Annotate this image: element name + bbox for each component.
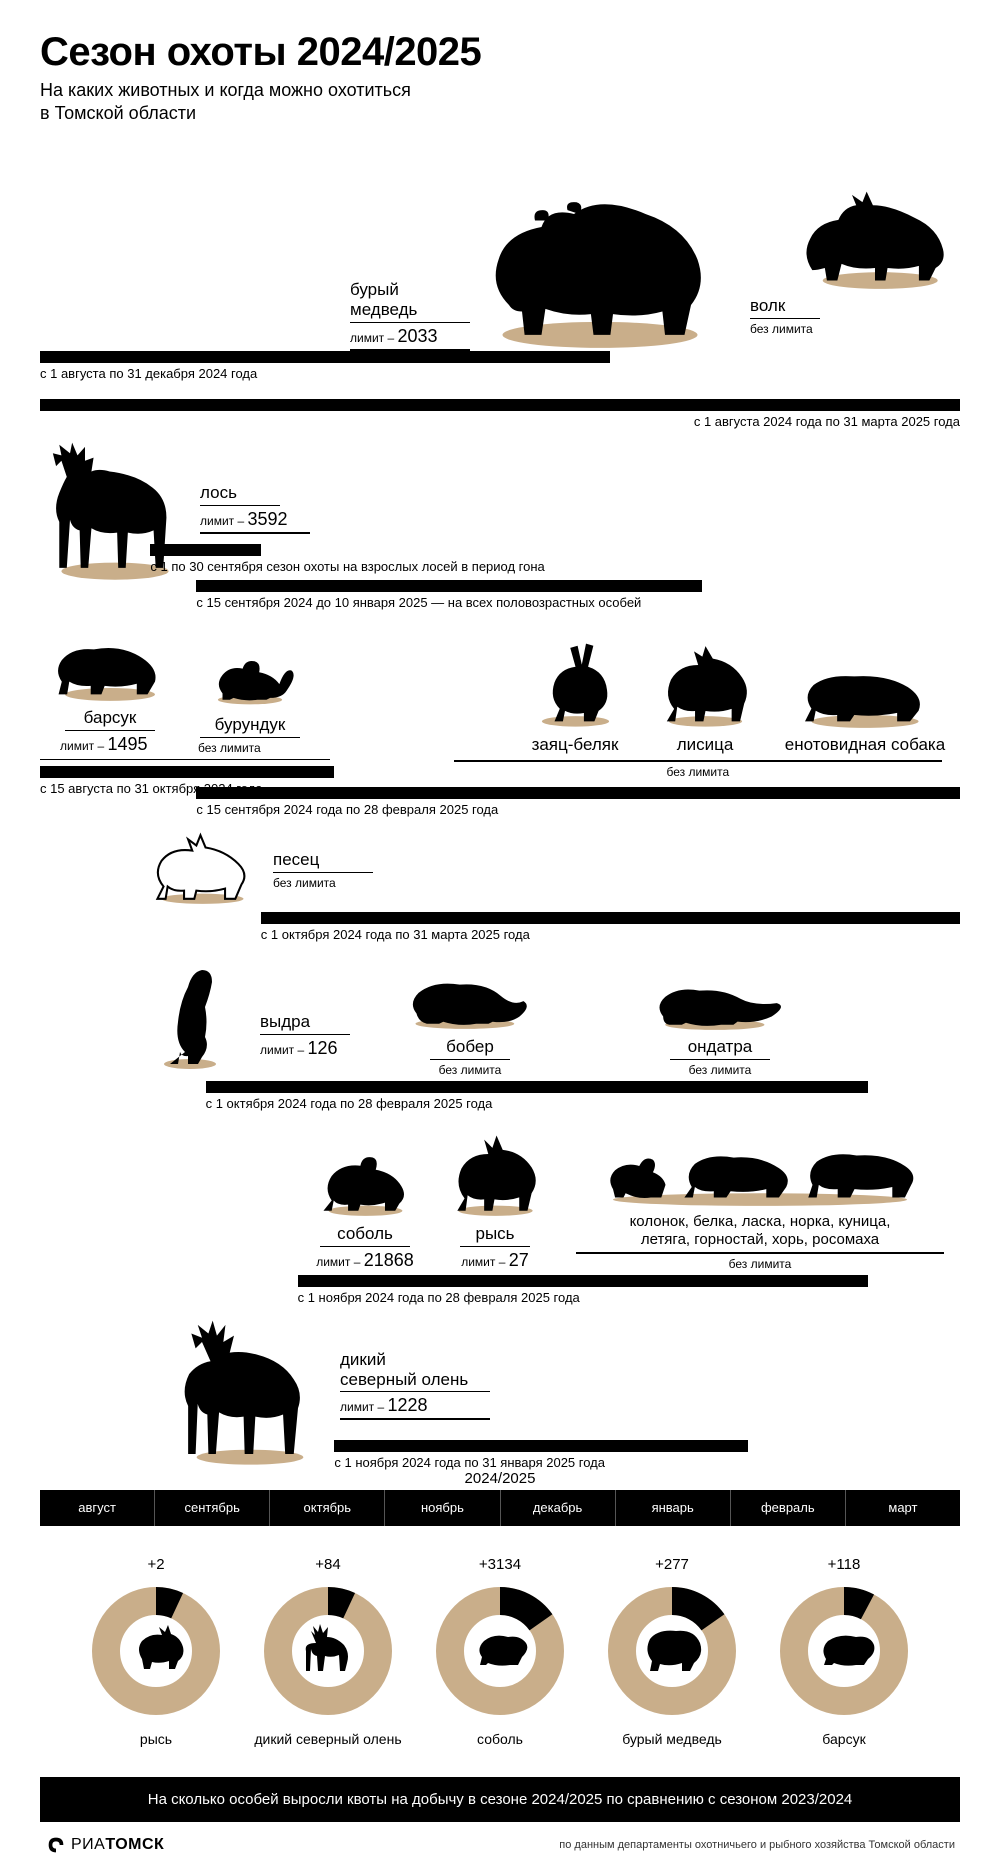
month-cell: декабрь xyxy=(501,1490,616,1526)
row-bear-wolf: бурый медведь лимит – 2033 волк xyxy=(40,116,960,351)
page-title: Сезон охоты 2024/2025 xyxy=(40,30,960,75)
donut-chart-icon xyxy=(600,1579,744,1723)
beaver-icon xyxy=(395,960,545,1032)
arctic-fox-icon xyxy=(140,825,265,907)
sable-group-timeline xyxy=(298,1275,868,1287)
hare-group-timeline xyxy=(196,787,960,799)
arctic-fox-timeline xyxy=(261,912,960,924)
mustelids-icon xyxy=(590,1124,930,1208)
donut-item: +84 дикий северный олень xyxy=(248,1556,408,1747)
wolf-period: с 1 августа 2024 года по 31 марта 2025 г… xyxy=(40,414,960,429)
donut-label: бурый медведь xyxy=(592,1731,752,1747)
donut-chart-icon xyxy=(428,1579,572,1723)
month-cell: февраль xyxy=(731,1490,846,1526)
donut-delta: +2 xyxy=(76,1556,236,1573)
bear-timeline xyxy=(40,351,610,363)
badger-icon xyxy=(45,628,175,703)
row-sable-group: соболь лимит – 21868 рысь лимит – 27 xyxy=(40,1121,960,1271)
lynx-icon xyxy=(438,1121,553,1219)
otter-icon xyxy=(150,952,230,1072)
wolf-block: волк без лимита xyxy=(750,116,960,351)
row-arctic-fox: песец без лимита xyxy=(40,825,960,912)
month-cell: август xyxy=(40,1490,155,1526)
moose-period1: с 1 по 30 сентября сезон охоты на взросл… xyxy=(150,559,960,574)
wolf-timeline xyxy=(40,399,960,411)
otter-group-period: с 1 октября 2024 года по 28 февраля 2025… xyxy=(206,1096,960,1111)
moose-timeline2 xyxy=(196,580,702,592)
donut-chart-icon xyxy=(772,1579,916,1723)
chipmunk-icon xyxy=(195,640,305,710)
moose-timeline1 xyxy=(150,544,260,556)
reindeer-period: с 1 ноября 2024 года по 31 января 2025 г… xyxy=(334,1455,960,1470)
footer-band: На сколько особей выросли квоты на добыч… xyxy=(40,1777,960,1822)
reindeer-timeline xyxy=(334,1440,748,1452)
footer-row: РИАТОМСК по данным департаменты охотничь… xyxy=(40,1834,960,1861)
fox-icon xyxy=(648,625,763,730)
month-cell: октябрь xyxy=(270,1490,385,1526)
raccoon-dog-block: енотовидная собака xyxy=(770,655,960,755)
reindeer-icon xyxy=(170,1310,330,1470)
donut-item: +3134 соболь xyxy=(420,1556,580,1747)
badger-timeline xyxy=(40,766,334,778)
otter-group-timeline xyxy=(206,1081,868,1093)
donut-chart-icon xyxy=(256,1579,400,1723)
donut-item: +277 бурый медведь xyxy=(592,1556,752,1747)
raccoon-dog-icon xyxy=(790,655,940,730)
bear-icon xyxy=(470,181,730,351)
donut-item: +118 барсук xyxy=(764,1556,924,1747)
donut-label: барсук xyxy=(764,1731,924,1747)
logo: РИАТОМСК xyxy=(45,1834,164,1856)
bear-label: бурый медведь лимит – 2033 xyxy=(350,280,470,351)
sable-group-period: с 1 ноября 2024 года по 28 февраля 2025 … xyxy=(298,1290,960,1305)
sable-icon xyxy=(308,1137,423,1219)
month-cell: сентябрь xyxy=(155,1490,270,1526)
months-strip: август сентябрь октябрь ноябрь декабрь я… xyxy=(40,1490,960,1526)
hare-block: заяц-беляк xyxy=(510,635,640,755)
donut-chart-icon xyxy=(84,1579,228,1723)
wolf-icon xyxy=(790,176,960,291)
donut-label: рысь xyxy=(76,1731,236,1747)
source-note: по данным департаменты охотничьего и рыб… xyxy=(559,1839,955,1851)
moose-period2: с 15 сентября 2024 до 10 января 2025 — н… xyxy=(196,595,960,610)
donut-label: соболь xyxy=(420,1731,580,1747)
month-cell: ноябрь xyxy=(385,1490,500,1526)
year-label: 2024/2025 xyxy=(465,1470,536,1487)
header: Сезон охоты 2024/2025 На каких животных … xyxy=(40,30,960,126)
logo-icon xyxy=(45,1834,67,1856)
donut-delta: +277 xyxy=(592,1556,752,1573)
badger-block: барсук лимит – 1495 xyxy=(40,628,180,755)
bear-period: с 1 августа по 31 декабря 2024 года xyxy=(40,366,960,381)
hare-group-period: с 15 сентября 2024 года по 28 февраля 20… xyxy=(196,802,960,817)
bear-silhouette xyxy=(470,181,750,351)
muskrat-icon xyxy=(640,970,800,1032)
month-cell: март xyxy=(846,1490,960,1526)
donut-charts: +2 рысь +84 дикий северный олень +3134 соболь… xyxy=(40,1556,960,1747)
hare-icon xyxy=(523,635,628,730)
donut-delta: +3134 xyxy=(420,1556,580,1573)
donut-item: +2 рысь xyxy=(76,1556,236,1747)
row-badger-group: барсук лимит – 1495 бурундук без лимита … xyxy=(40,625,960,755)
donut-delta: +84 xyxy=(248,1556,408,1573)
month-cell: январь xyxy=(616,1490,731,1526)
row-otter-group: выдра лимит – 126 бобер без лимита ондат… xyxy=(40,952,960,1077)
donut-delta: +118 xyxy=(764,1556,924,1573)
arctic-fox-period: с 1 октября 2024 года по 31 марта 2025 г… xyxy=(261,927,960,942)
chipmunk-block: бурундук без лимита xyxy=(180,640,320,755)
infographic-page: Сезон охоты 2024/2025 На каких животных … xyxy=(0,0,1000,1876)
fox-block: лисица xyxy=(640,625,770,755)
donut-label: дикий северный олень xyxy=(248,1731,408,1747)
